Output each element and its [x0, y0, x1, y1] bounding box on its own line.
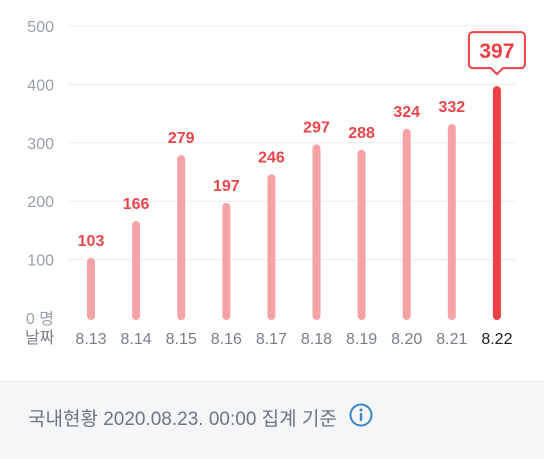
- bar: [357, 149, 366, 320]
- x-tick-label: 8.16: [211, 331, 242, 348]
- bar: [267, 174, 276, 320]
- value-label: 246: [258, 149, 285, 166]
- x-tick-label: 8.14: [121, 331, 152, 348]
- bar: [87, 257, 95, 320]
- value-label: 288: [348, 125, 375, 142]
- bar: [222, 202, 231, 320]
- x-tick-label: 8.13: [75, 331, 106, 348]
- y-tick-label: 400: [27, 77, 54, 94]
- x-tick-label: 8.18: [301, 331, 332, 348]
- value-label: 397: [479, 40, 514, 63]
- bar: [132, 221, 141, 320]
- value-callout: [467, 31, 526, 76]
- bar: [177, 155, 186, 320]
- bar: [402, 128, 411, 320]
- info-icon[interactable]: [349, 403, 373, 427]
- bar: [312, 144, 321, 320]
- value-label: 279: [168, 130, 195, 147]
- footer-bar: 국내현황 2020.08.23. 00:00 집계 기준: [0, 381, 544, 459]
- x-tick-label: 8.20: [391, 331, 422, 348]
- bar: [492, 86, 501, 320]
- value-label: 332: [438, 99, 465, 116]
- data-timestamp-note: 국내현황 2020.08.23. 00:00 집계 기준: [28, 409, 337, 430]
- x-tick-label: 8.22: [481, 331, 512, 348]
- value-label: 297: [303, 120, 330, 137]
- x-tick-label: 8.19: [346, 331, 377, 348]
- bar-chart: 0 명 100 200 300 400 500 날짜 103 8.13 166 8.14 279 8.1…: [25, 19, 526, 348]
- value-label: 197: [213, 178, 240, 195]
- y-tick-label: 300: [27, 136, 54, 153]
- y-tick-label: 100: [27, 253, 54, 270]
- value-label: 103: [78, 233, 105, 250]
- value-label: 166: [123, 196, 150, 213]
- y-tick-label: 200: [27, 194, 54, 211]
- x-tick-label: 8.17: [256, 331, 287, 348]
- x-tick-label: 8.15: [166, 331, 197, 348]
- value-label: 324: [393, 104, 420, 121]
- y-tick-label: 500: [27, 19, 54, 36]
- y-tick-label: 0 명: [26, 310, 54, 328]
- bar: [447, 124, 456, 320]
- x-tick-label: 8.21: [436, 331, 467, 348]
- x-axis-label: 날짜: [25, 329, 55, 347]
